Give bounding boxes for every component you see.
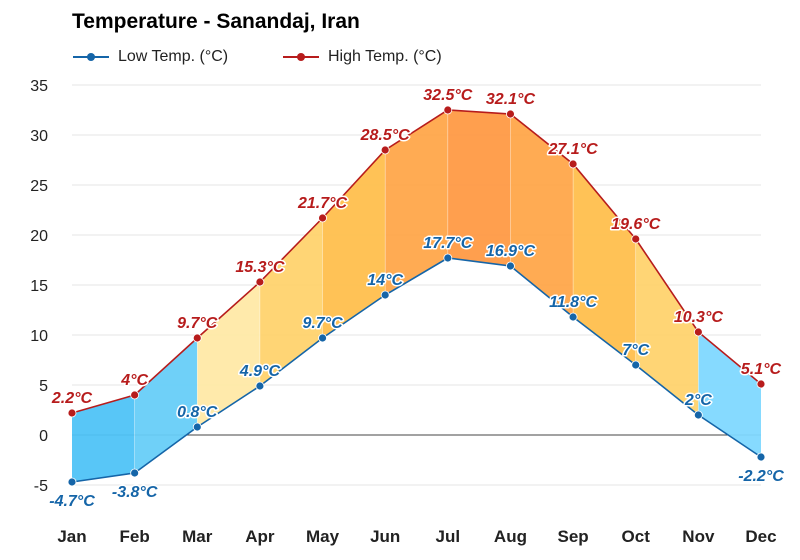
high-temp-label: 4°C [120, 372, 148, 389]
y-tick-label: 20 [30, 228, 48, 245]
low-temp-label: 7°C [622, 342, 649, 359]
temperature-band [385, 110, 448, 295]
low-temp-line [71, 257, 762, 483]
low-temp-point [192, 422, 202, 432]
temperature-band [573, 164, 636, 365]
low-temp-point [255, 381, 265, 391]
low-temp-label: -3.8°C [112, 484, 158, 501]
high-temp-label: 15.3°C [235, 259, 285, 276]
temperature-band [510, 114, 574, 317]
low-temp-point [506, 261, 515, 271]
low-temp-point [67, 477, 77, 487]
chart-title: Temperature - Sanandaj, Iran [72, 10, 360, 33]
high-temp-point [631, 234, 641, 244]
x-tick-label: Apr [245, 527, 275, 546]
legend-label-high: High Temp. (°C) [328, 48, 442, 65]
low-temp-label: -4.7°C [49, 493, 95, 510]
x-tick-label: May [306, 527, 340, 546]
x-tick-label: Jun [370, 527, 400, 546]
high-temp-point [318, 213, 327, 223]
high-temp-point [380, 145, 390, 155]
y-tick-label: 5 [39, 378, 48, 395]
legend-item-high[interactable]: High Temp. (°C) [282, 48, 442, 66]
temperature-band [72, 395, 135, 482]
x-tick-label: Mar [182, 527, 213, 546]
y-tick-label: 10 [30, 328, 48, 345]
high-temp-point [255, 277, 265, 287]
high-temp-point [506, 109, 515, 119]
high-temp-label: 21.7°C [297, 195, 348, 212]
y-tick-label: -5 [34, 478, 48, 495]
high-temp-label: 32.5°C [423, 87, 473, 104]
high-temp-label: 19.6°C [611, 216, 661, 233]
low-temp-label: -2.2°C [738, 468, 784, 485]
y-tick-label: 30 [30, 128, 48, 145]
high-temp-point [693, 327, 703, 337]
high-temp-label: 5.1°C [741, 361, 782, 378]
x-tick-label: Nov [682, 527, 715, 546]
high-temp-point [192, 333, 202, 343]
legend-label-low: Low Temp. (°C) [118, 48, 229, 65]
y-tick-label: 25 [30, 178, 48, 195]
x-tick-label: Aug [494, 527, 527, 546]
temperature-band [134, 338, 198, 473]
low-temp-label: 0.8°C [177, 404, 218, 421]
high-temp-point [756, 379, 766, 389]
temperature-band [635, 239, 699, 415]
x-tick-label: Oct [622, 527, 651, 546]
legend-marker-high [283, 53, 319, 61]
low-temp-label: 9.7°C [302, 315, 343, 332]
temperature-band [447, 110, 511, 266]
temperature-band [322, 150, 386, 338]
low-temp-label: 17.7°C [423, 235, 473, 252]
high-temp-label: 9.7°C [177, 315, 218, 332]
temperature-band [197, 282, 260, 427]
low-temp-label: 11.8°C [549, 294, 597, 311]
low-temp-point [568, 312, 578, 322]
high-temp-point [443, 105, 453, 115]
high-temp-line [71, 109, 762, 414]
high-temp-point [67, 408, 77, 418]
low-temp-label: 4.9°C [239, 363, 281, 380]
x-tick-label: Sep [557, 527, 588, 546]
x-tick-label: Feb [120, 527, 150, 546]
y-tick-label: 0 [39, 428, 48, 445]
y-tick-label: 35 [30, 78, 48, 95]
legend-item-low[interactable]: Low Temp. (°C) [72, 48, 228, 66]
low-temp-point [756, 452, 766, 462]
low-temp-point [380, 290, 390, 300]
low-temp-label: 2°C [684, 392, 712, 409]
low-temp-label: 14°C [367, 272, 403, 289]
low-temp-point [693, 410, 703, 420]
high-temp-point [568, 159, 578, 169]
x-tick-label: Dec [745, 527, 776, 546]
x-tick-label: Jan [57, 527, 86, 546]
low-temp-point [443, 253, 453, 263]
low-temp-point [318, 333, 327, 343]
high-temp-label: 27.1°C [548, 141, 599, 158]
low-temp-point [631, 360, 641, 370]
high-temp-label: 32.1°C [486, 91, 536, 108]
x-tick-label: Jul [436, 527, 461, 546]
temperature-band [259, 218, 323, 386]
high-temp-label: 28.5°C [360, 127, 411, 144]
y-tick-label: 15 [30, 278, 48, 295]
low-temp-point [130, 468, 140, 478]
high-temp-point [130, 390, 140, 400]
temperature-band [698, 332, 761, 457]
low-temp-label: 16.9°C [486, 243, 536, 260]
high-temp-label: 10.3°C [674, 309, 724, 326]
legend-marker-low [73, 53, 109, 61]
high-temp-label: 2.2°C [51, 390, 93, 407]
